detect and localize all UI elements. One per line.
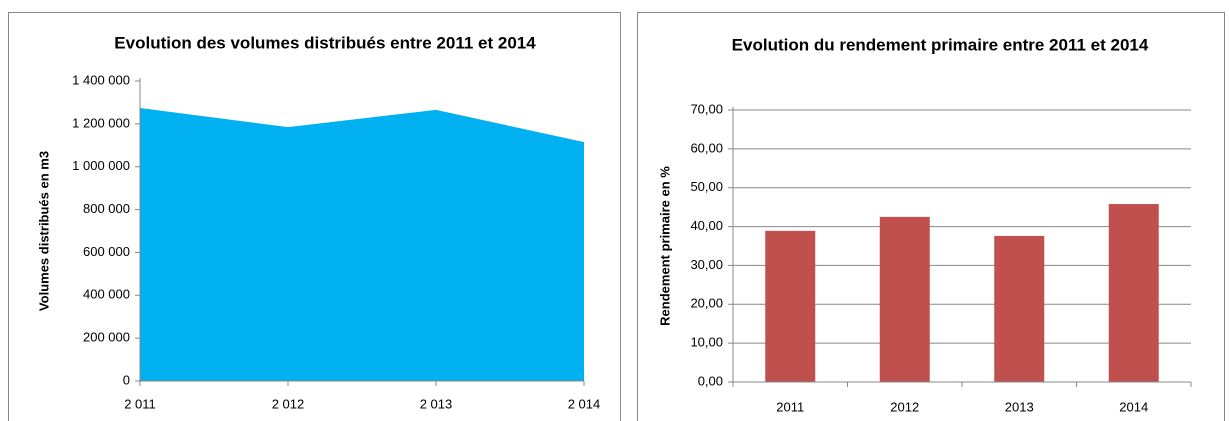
y-tick-label: 400 000 (83, 287, 130, 302)
bar (1108, 204, 1159, 382)
y-tick-label: 10,00 (690, 335, 723, 350)
bar (765, 230, 816, 382)
x-tick-label: 2 012 (272, 396, 305, 411)
chart-title: Evolution des volumes distribués entre 2… (114, 33, 536, 52)
x-tick-label: 2 013 (420, 396, 453, 411)
bar (879, 216, 930, 382)
y-tick-label: 200 000 (83, 330, 130, 345)
chart-title: Evolution du rendement primaire entre 20… (732, 35, 1149, 54)
y-tick-label: 50,00 (690, 179, 723, 194)
y-tick-label: 60,00 (690, 140, 723, 155)
area (140, 108, 584, 381)
y-tick-label: 30,00 (690, 257, 723, 272)
y-tick-label: 40,00 (690, 218, 723, 233)
y-tick-label: 1 200 000 (72, 115, 130, 130)
y-tick-label: 20,00 (690, 296, 723, 311)
y-tick-label: 600 000 (83, 244, 130, 259)
x-tick-label: 2012 (890, 399, 919, 414)
y-tick-label: 0 (123, 372, 130, 387)
y-axis-label: Rendement primaire en % (657, 166, 672, 326)
y-tick-label: 1 400 000 (72, 72, 130, 87)
y-tick-label: 0,00 (698, 373, 723, 388)
y-tick-label: 800 000 (83, 201, 130, 216)
y-tick-label: 1 000 000 (72, 158, 130, 173)
x-tick-label: 2013 (1005, 399, 1034, 414)
x-tick-label: 2 014 (568, 396, 601, 411)
x-tick-label: 2014 (1119, 399, 1148, 414)
x-tick-label: 2 011 (124, 396, 156, 411)
bar (994, 235, 1045, 382)
y-tick-label: 70,00 (690, 101, 723, 116)
x-tick-label: 2011 (776, 399, 804, 414)
y-axis-label: Volumes distribués en m3 (36, 151, 51, 311)
